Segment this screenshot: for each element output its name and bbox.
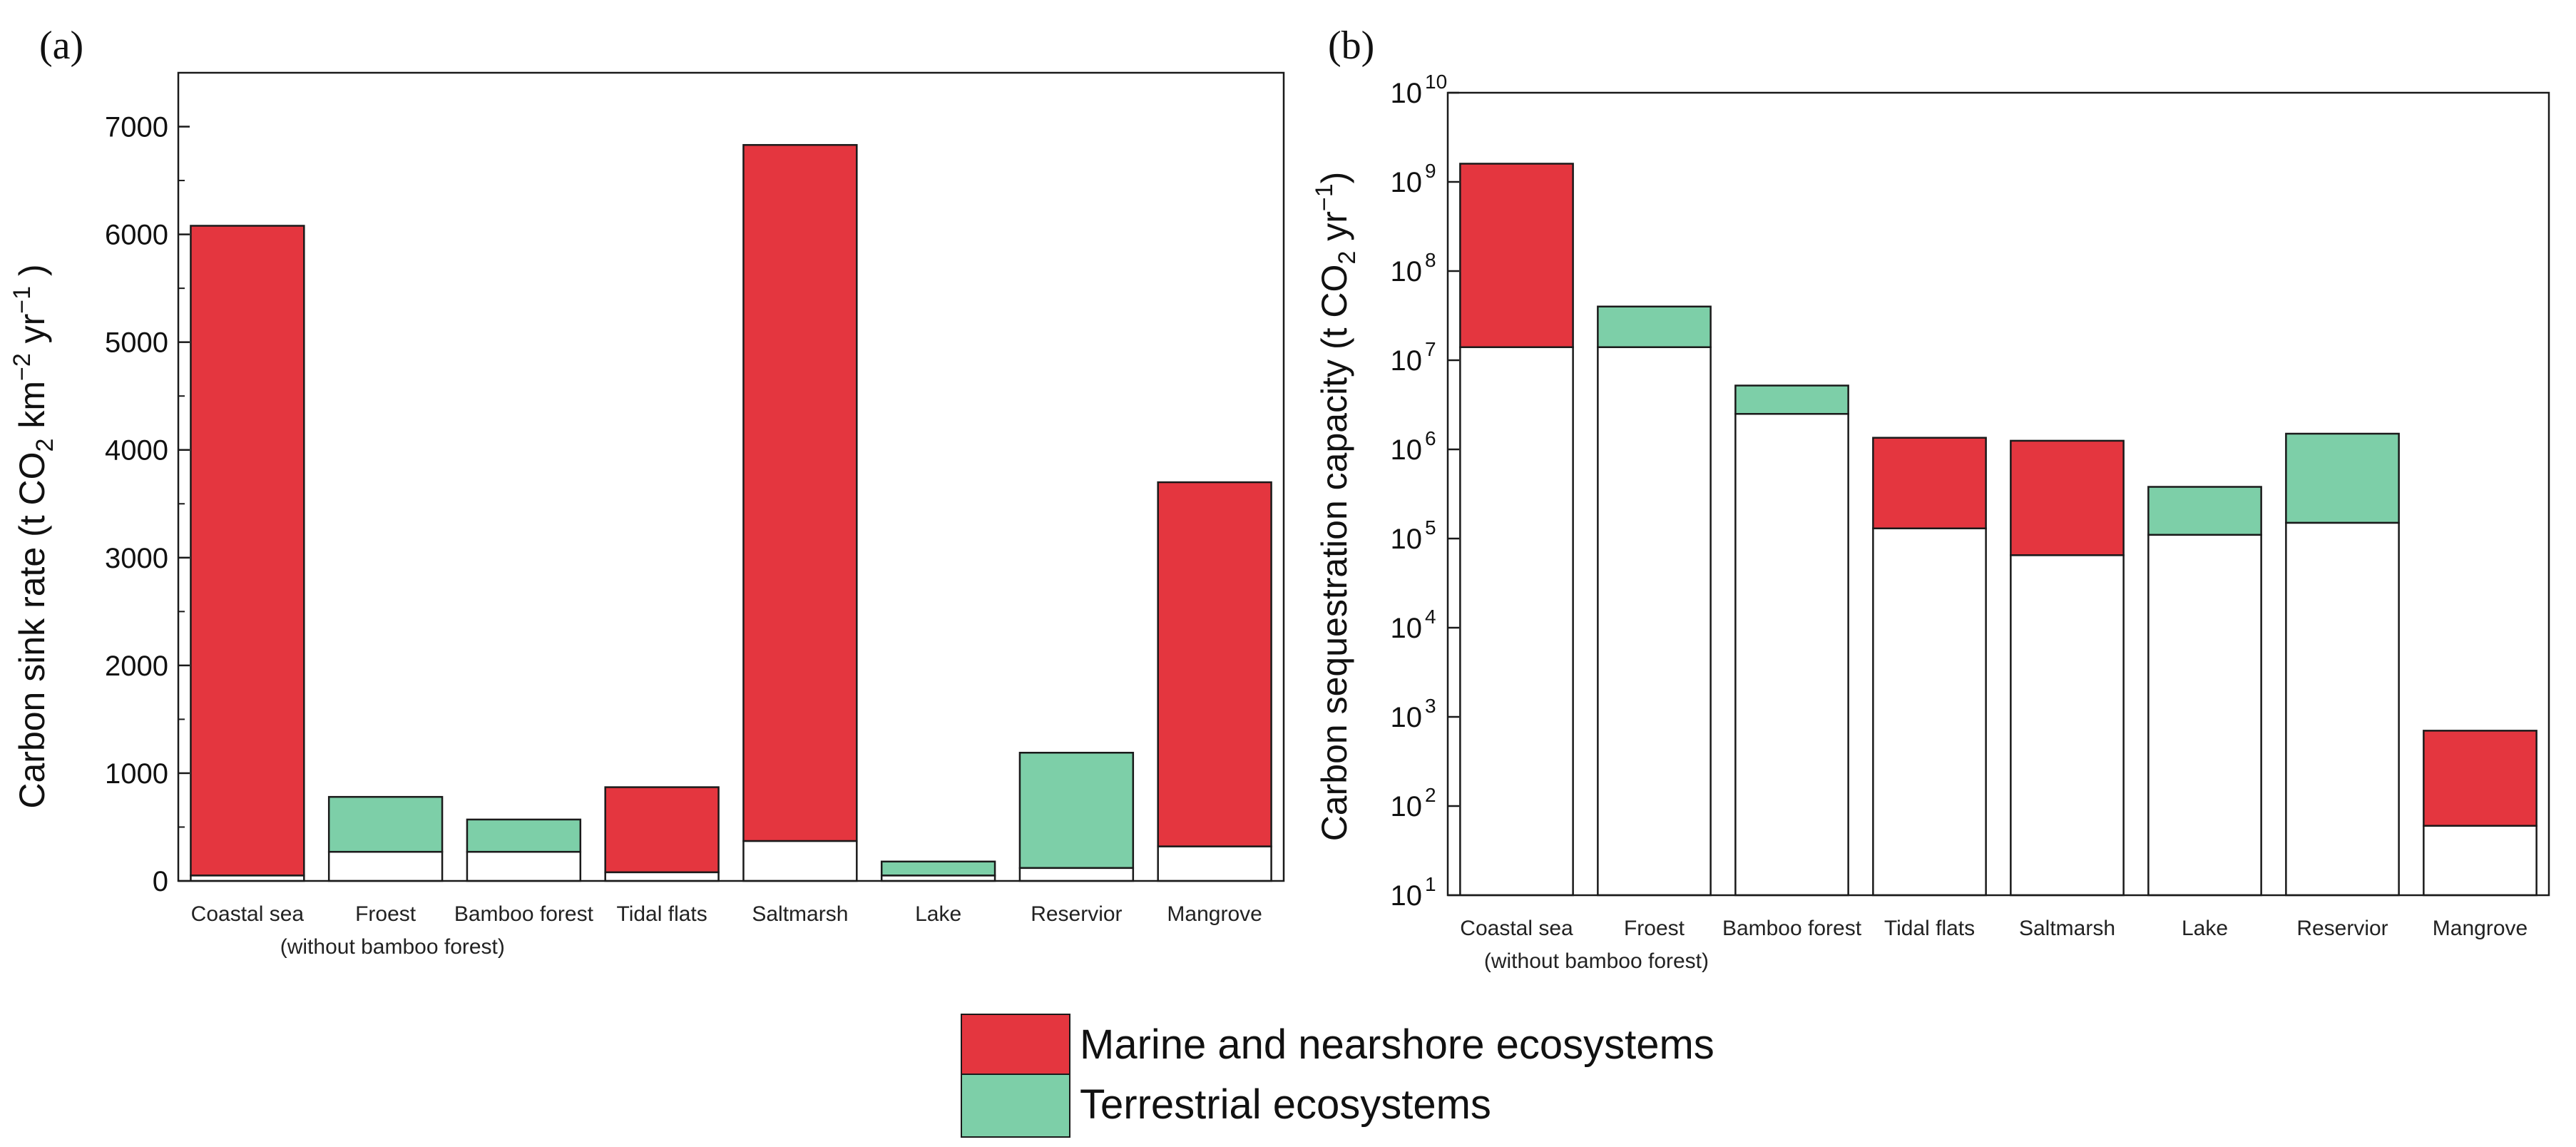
- bar-upper-3: [1872, 437, 1987, 530]
- y-tick-exponent: 4: [1425, 606, 1436, 628]
- y-tick-label: 2000: [105, 651, 168, 682]
- x-tick-label: Froest: [1624, 917, 1685, 940]
- panel-a-y-axis-label: Carbon sink rate (t CO2 km−2 yr−1 ): [9, 264, 58, 808]
- bar-lower-4: [742, 840, 858, 882]
- bar-lower-3: [604, 871, 720, 882]
- x-tick-label: Coastal sea: [1460, 917, 1573, 940]
- x-tick-label: Mangrove: [1167, 902, 1262, 926]
- x-tick-label: Lake: [915, 902, 961, 926]
- bar-upper-4: [2010, 439, 2125, 556]
- x-tick-label: Coastal sea: [191, 902, 305, 926]
- bar-lower-7: [2423, 825, 2537, 897]
- x-tick-note: (without bamboo forest): [280, 935, 505, 959]
- x-tick-label: Tidal flats: [1884, 917, 1975, 940]
- y-tick-label: 10: [1391, 702, 1423, 733]
- y-tick-label: 5000: [105, 327, 168, 359]
- legend-swatch-terrestrial: [961, 1074, 1070, 1138]
- panel-b-y-axis-label: Carbon sequestration capacity (t CO2 yr−…: [1311, 172, 1361, 842]
- bar-upper-0: [1459, 163, 1574, 348]
- y-tick-label: 6000: [105, 220, 168, 251]
- bar-lower-1: [1597, 346, 1712, 897]
- legend-label-marine: Marine and nearshore ecosystems: [1080, 1021, 1714, 1068]
- panel-a-label: (a): [39, 24, 83, 68]
- y-tick-label: 10: [1391, 880, 1423, 912]
- x-tick-label: Mangrove: [2433, 917, 2528, 940]
- x-tick-label: Reservior: [2296, 917, 2388, 940]
- x-tick-label: Saltmarsh: [2019, 917, 2115, 940]
- y-tick-exponent: 10: [1425, 71, 1447, 93]
- x-tick-note: (without bamboo forest): [1484, 949, 1709, 973]
- y-tick-exponent: 8: [1425, 249, 1436, 271]
- bar-upper-4: [742, 143, 858, 842]
- y-tick-exponent: 7: [1425, 338, 1436, 360]
- y-tick-label: 10: [1391, 524, 1423, 555]
- svg-text:Carbon sequestration capacity: Carbon sequestration capacity (t CO2 yr−…: [1311, 172, 1361, 842]
- y-tick-label: 10: [1391, 256, 1423, 287]
- y-tick-exponent: 5: [1425, 516, 1436, 539]
- y-tick-exponent: 3: [1425, 695, 1436, 717]
- bar-lower-4: [2010, 554, 2125, 897]
- legend-swatch-marine: [961, 1014, 1070, 1078]
- x-tick-label: Lake: [2182, 917, 2228, 940]
- bar-upper-5: [2147, 486, 2262, 536]
- y-tick-exponent: 1: [1425, 873, 1436, 895]
- y-tick-exponent: 9: [1425, 160, 1436, 182]
- y-tick-label: 1000: [105, 758, 168, 790]
- x-tick-label: Froest: [355, 902, 416, 926]
- panel-a-plot-frame: [177, 71, 1285, 882]
- bar-lower-1: [327, 850, 444, 882]
- bar-upper-6: [2285, 432, 2400, 524]
- panel-a: (a) Carbon sink rate (t CO2 km−2 yr−1 ) …: [9, 24, 1285, 959]
- bar-lower-3: [1872, 527, 1987, 897]
- svg-text:Carbon sink rate (t CO2 km−2 y: Carbon sink rate (t CO2 km−2 yr−1 ): [9, 264, 58, 808]
- x-tick-label: Tidal flats: [616, 902, 707, 926]
- y-tick-label: 0: [153, 866, 168, 897]
- bar-lower-5: [2147, 534, 2262, 897]
- y-tick-label: 4000: [105, 435, 168, 467]
- bar-lower-6: [1018, 867, 1135, 882]
- y-tick-label: 10: [1391, 613, 1423, 644]
- bar-lower-7: [1157, 845, 1272, 882]
- x-tick-label: Bamboo forest: [1722, 917, 1862, 940]
- bar-lower-2: [1734, 413, 1849, 897]
- y-tick-label: 10: [1391, 434, 1423, 466]
- bar-upper-7: [2423, 730, 2537, 827]
- x-tick-label: Reservior: [1031, 902, 1122, 926]
- y-tick-label: 10: [1391, 791, 1423, 822]
- x-tick-label: Saltmarsh: [752, 902, 848, 926]
- bar-upper-2: [1734, 384, 1849, 415]
- y-tick-label: 10: [1391, 345, 1423, 377]
- legend: Marine and nearshore ecosystems Terrestr…: [961, 1014, 1714, 1138]
- bar-lower-6: [2285, 521, 2400, 897]
- bar-upper-7: [1157, 481, 1272, 847]
- y-tick-label: 7000: [105, 112, 168, 143]
- bar-upper-3: [604, 786, 720, 874]
- y-tick-label: 3000: [105, 543, 168, 574]
- bar-upper-6: [1018, 751, 1135, 870]
- x-tick-label: Bamboo forest: [454, 902, 594, 926]
- panel-b-plot-frame: [1446, 91, 2550, 897]
- bar-upper-1: [327, 795, 444, 853]
- bar-upper-2: [466, 818, 582, 853]
- bar-lower-2: [466, 850, 582, 882]
- y-tick-exponent: 6: [1425, 427, 1436, 449]
- y-tick-exponent: 2: [1425, 784, 1436, 806]
- panel-b: (b) Carbon sequestration capacity (t CO2…: [1311, 24, 2550, 973]
- y-tick-label: 10: [1391, 167, 1423, 198]
- y-tick-label: 10: [1391, 78, 1423, 109]
- bar-upper-5: [880, 860, 996, 877]
- bar-upper-0: [190, 225, 305, 877]
- legend-label-terrestrial: Terrestrial ecosystems: [1080, 1081, 1491, 1128]
- bar-upper-1: [1597, 305, 1712, 348]
- panel-b-label: (b): [1328, 24, 1374, 68]
- bar-lower-0: [1459, 346, 1574, 897]
